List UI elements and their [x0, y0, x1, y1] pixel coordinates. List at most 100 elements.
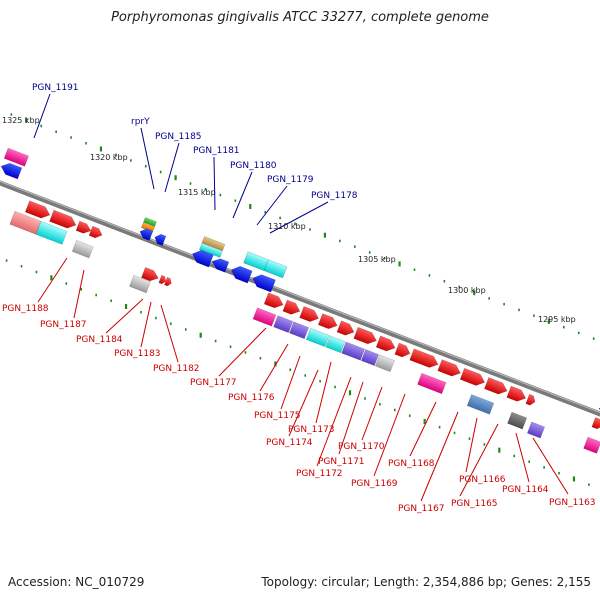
- gene-lower-strand[interactable]: [88, 225, 104, 240]
- gene-upper-strand[interactable]: [138, 227, 154, 241]
- gene-label[interactable]: PGN_1169: [351, 479, 398, 489]
- gene-lower-strand[interactable]: [317, 313, 339, 332]
- gene-lower-strand[interactable]: [24, 200, 52, 221]
- gene-lower-strand[interactable]: [75, 220, 93, 235]
- gene-lower-strand[interactable]: [466, 394, 495, 415]
- gene-leader-line: [373, 393, 406, 477]
- gene-leader-line: [280, 355, 301, 410]
- gene-leader-line: [259, 343, 289, 392]
- gene-label[interactable]: PGN_1187: [40, 320, 87, 330]
- gene-label[interactable]: PGN_1166: [459, 475, 506, 485]
- gene-lower-strand[interactable]: [484, 377, 509, 397]
- gene-lower-strand[interactable]: [305, 327, 330, 347]
- gene-label[interactable]: rprY: [131, 117, 150, 127]
- gene-upper-strand[interactable]: [201, 236, 226, 252]
- gene-lower-strand[interactable]: [141, 267, 160, 283]
- gene-upper-strand[interactable]: [3, 147, 29, 167]
- gene-upper-strand[interactable]: [250, 272, 276, 293]
- genome-backbone: [0, 180, 600, 417]
- gene-upper-strand[interactable]: [243, 251, 269, 272]
- gene-label[interactable]: PGN_1174: [266, 438, 313, 448]
- gene-lower-strand[interactable]: [360, 349, 379, 366]
- gene-label[interactable]: PGN_1175: [254, 411, 301, 421]
- gene-lower-strand[interactable]: [299, 306, 321, 324]
- gene-upper-strand[interactable]: [229, 264, 253, 284]
- gene-lower-strand[interactable]: [289, 321, 309, 340]
- gene-label[interactable]: PGN_1170: [338, 442, 385, 452]
- gene-label[interactable]: PGN_1165: [451, 499, 498, 509]
- gene-leader-line: [140, 301, 152, 348]
- gene-lower-strand[interactable]: [526, 421, 546, 439]
- gene-lower-strand[interactable]: [394, 342, 412, 359]
- gene-upper-strand[interactable]: [199, 242, 223, 258]
- gene-lower-strand[interactable]: [273, 315, 294, 333]
- gene-label[interactable]: PGN_1168: [388, 459, 435, 469]
- gene-lower-strand[interactable]: [49, 209, 79, 231]
- gene-leader-line: [73, 269, 85, 319]
- gene-leader-line: [515, 432, 530, 483]
- gene-lower-strand[interactable]: [507, 411, 528, 430]
- gene-leader-line: [288, 369, 319, 437]
- gene-lower-strand[interactable]: [417, 372, 447, 395]
- gene-lower-strand[interactable]: [374, 354, 395, 373]
- gene-label[interactable]: PGN_1176: [228, 393, 275, 403]
- gene-upper-strand[interactable]: [142, 217, 157, 228]
- gene-lower-strand[interactable]: [252, 307, 277, 327]
- gene-lower-strand[interactable]: [35, 220, 68, 245]
- gene-lower-strand[interactable]: [591, 417, 600, 431]
- gene-label[interactable]: PGN_1183: [114, 349, 161, 359]
- gene-upper-strand[interactable]: [153, 233, 167, 246]
- gene-upper-strand[interactable]: [210, 256, 230, 273]
- gene-lower-strand[interactable]: [525, 393, 537, 406]
- gene-label[interactable]: PGN_1180: [230, 161, 277, 171]
- gene-lower-strand[interactable]: [336, 320, 356, 338]
- accession-text: Accession: NC_010729: [8, 575, 145, 589]
- gene-label[interactable]: PGN_1172: [296, 469, 343, 479]
- gene-upper-strand[interactable]: [0, 161, 23, 180]
- gene-label[interactable]: PGN_1182: [153, 364, 200, 374]
- gene-label[interactable]: PGN_1181: [193, 146, 240, 156]
- gene-lower-strand[interactable]: [325, 335, 346, 354]
- gene-lower-strand[interactable]: [263, 292, 285, 311]
- gene-label[interactable]: PGN_1179: [267, 175, 314, 185]
- gene-leader-line: [465, 417, 478, 473]
- gene-label[interactable]: PGN_1163: [549, 498, 596, 508]
- gene-lower-strand[interactable]: [282, 299, 302, 317]
- gene-label[interactable]: PGN_1177: [190, 378, 237, 388]
- gene-lower-strand[interactable]: [164, 277, 172, 287]
- gene-lower-strand[interactable]: [129, 274, 151, 294]
- gene-lower-strand[interactable]: [583, 436, 600, 454]
- gene-leader-line: [105, 298, 144, 334]
- gene-label[interactable]: PGN_1188: [2, 304, 49, 314]
- gene-lower-strand[interactable]: [353, 326, 379, 346]
- scale-tick-label: 1300 kbp: [448, 286, 486, 295]
- gene-upper-strand[interactable]: [190, 248, 214, 268]
- gene-lower-strand[interactable]: [409, 348, 440, 370]
- gene-leader-line: [37, 257, 68, 303]
- gene-leader-line: [361, 386, 383, 441]
- gene-leader-line: [213, 156, 216, 211]
- gene-lower-strand[interactable]: [375, 335, 397, 354]
- gene-label[interactable]: PGN_1167: [398, 504, 445, 514]
- gene-lower-strand[interactable]: [506, 385, 528, 404]
- gene-leader-line: [315, 361, 332, 424]
- gene-lower-strand[interactable]: [437, 359, 463, 379]
- gene-label[interactable]: PGN_1191: [32, 83, 79, 93]
- gene-lower-strand[interactable]: [71, 239, 94, 259]
- scale-tick-label: 1325 kbp: [2, 116, 40, 125]
- gene-label[interactable]: PGN_1184: [76, 335, 123, 345]
- gene-leader-line: [269, 201, 329, 234]
- gene-lower-strand[interactable]: [158, 274, 167, 285]
- gene-lower-strand[interactable]: [341, 341, 365, 361]
- gene-label[interactable]: PGN_1173: [288, 425, 335, 435]
- gene-lower-strand[interactable]: [459, 367, 487, 388]
- gene-leader-line: [232, 171, 253, 219]
- gene-label[interactable]: PGN_1171: [318, 457, 365, 467]
- genome-summary-text: Topology: circular; Length: 2,354,886 bp…: [261, 575, 591, 589]
- gene-label[interactable]: PGN_1178: [311, 191, 358, 201]
- gene-label[interactable]: PGN_1185: [155, 132, 202, 142]
- gene-upper-strand[interactable]: [263, 259, 288, 279]
- scale-tick-label: 1315 kbp: [178, 188, 216, 197]
- gene-label[interactable]: PGN_1164: [502, 485, 549, 495]
